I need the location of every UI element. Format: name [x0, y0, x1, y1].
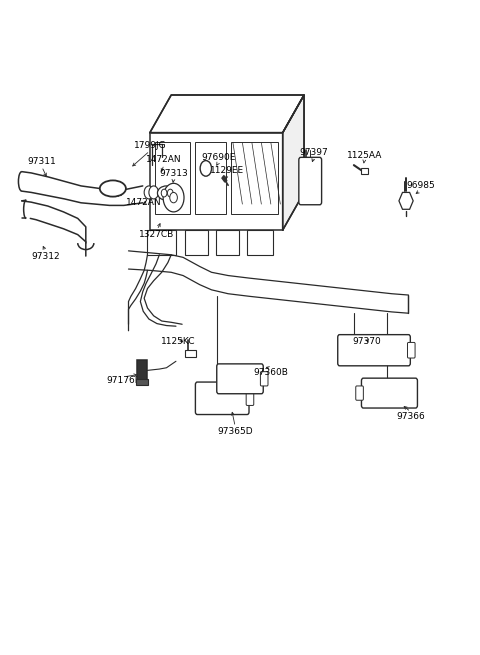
Circle shape	[163, 183, 184, 212]
Text: 97313: 97313	[159, 169, 188, 178]
Text: 96985: 96985	[406, 181, 435, 191]
Circle shape	[144, 186, 154, 199]
FancyBboxPatch shape	[195, 382, 249, 415]
FancyBboxPatch shape	[361, 378, 418, 408]
FancyBboxPatch shape	[136, 379, 148, 384]
FancyBboxPatch shape	[360, 168, 368, 174]
FancyBboxPatch shape	[246, 391, 254, 405]
FancyBboxPatch shape	[261, 371, 268, 386]
FancyBboxPatch shape	[356, 386, 363, 400]
Text: 97366: 97366	[396, 412, 425, 421]
FancyBboxPatch shape	[147, 230, 176, 255]
Text: 1472AN: 1472AN	[126, 198, 162, 207]
Text: 1125AA: 1125AA	[347, 151, 382, 160]
Text: 97365D: 97365D	[217, 427, 253, 436]
Circle shape	[149, 186, 158, 199]
FancyBboxPatch shape	[338, 335, 410, 365]
Text: 97690E: 97690E	[202, 153, 236, 162]
FancyBboxPatch shape	[408, 343, 415, 358]
Circle shape	[161, 189, 167, 197]
FancyBboxPatch shape	[247, 230, 273, 255]
FancyBboxPatch shape	[216, 230, 239, 255]
FancyBboxPatch shape	[299, 157, 322, 205]
Polygon shape	[150, 95, 304, 133]
Text: 1129EE: 1129EE	[210, 166, 244, 175]
Polygon shape	[222, 176, 227, 182]
Bar	[185, 350, 196, 357]
Text: 97360B: 97360B	[253, 369, 288, 377]
Text: 97311: 97311	[27, 157, 56, 166]
Text: 1327CB: 1327CB	[139, 230, 175, 239]
Text: 1799JG: 1799JG	[133, 141, 166, 150]
Ellipse shape	[157, 186, 176, 200]
Circle shape	[200, 160, 212, 176]
FancyBboxPatch shape	[230, 142, 278, 214]
Text: 97397: 97397	[300, 147, 328, 157]
FancyBboxPatch shape	[137, 360, 147, 381]
Text: 1125KC: 1125KC	[161, 337, 195, 346]
Circle shape	[170, 193, 178, 203]
FancyBboxPatch shape	[185, 230, 208, 255]
FancyBboxPatch shape	[195, 142, 226, 214]
Text: 1472AN: 1472AN	[146, 155, 182, 164]
Ellipse shape	[100, 180, 126, 196]
Circle shape	[168, 189, 173, 197]
Text: 97312: 97312	[31, 252, 60, 261]
FancyBboxPatch shape	[217, 364, 263, 394]
FancyBboxPatch shape	[150, 133, 283, 230]
Text: 97176E: 97176E	[107, 376, 141, 385]
Polygon shape	[283, 95, 304, 230]
FancyBboxPatch shape	[155, 142, 190, 214]
Text: 97370: 97370	[353, 337, 382, 346]
